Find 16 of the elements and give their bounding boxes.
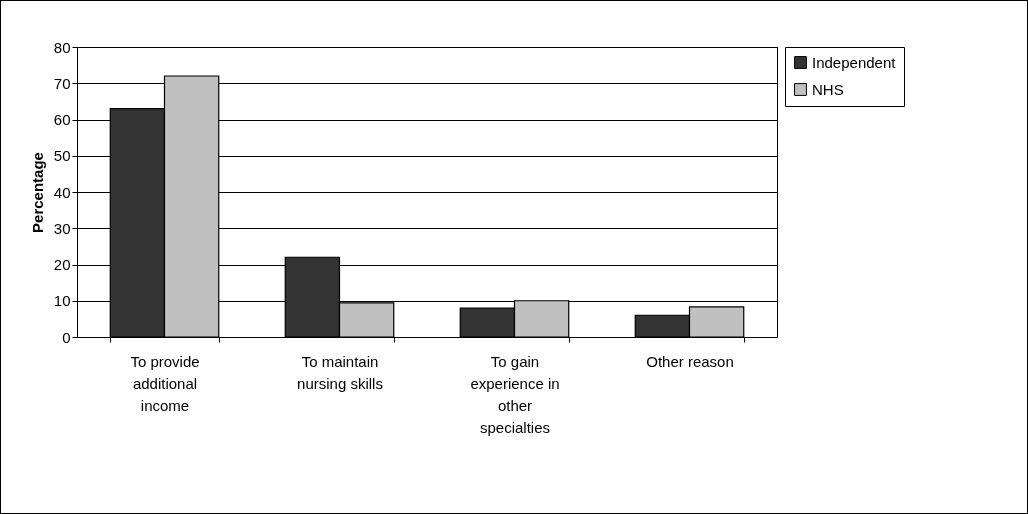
x-tick-label: To provide additional income (130, 352, 200, 414)
y-tick-label: 40 (53, 183, 71, 201)
legend-label: NHS (812, 80, 844, 98)
y-tick-label: 20 (53, 256, 71, 273)
y-tick-label: 50 (53, 147, 71, 165)
x-tick-label: To gain experience in other specialties (470, 352, 560, 436)
x-tick-label: Other reason (646, 352, 734, 370)
y-axis-title: Percentage (28, 152, 46, 233)
x-tick-label: To maintain nursing skills (297, 352, 383, 392)
y-tick-label: 60 (53, 111, 71, 128)
y-tick-label: 10 (53, 292, 71, 310)
y-tick-label: 80 (53, 38, 71, 56)
y-tick-label: 30 (53, 219, 71, 237)
y-tick-label: 0 (62, 328, 71, 346)
y-tick-label: 70 (53, 74, 71, 92)
legend-label: Independent (812, 53, 897, 71)
